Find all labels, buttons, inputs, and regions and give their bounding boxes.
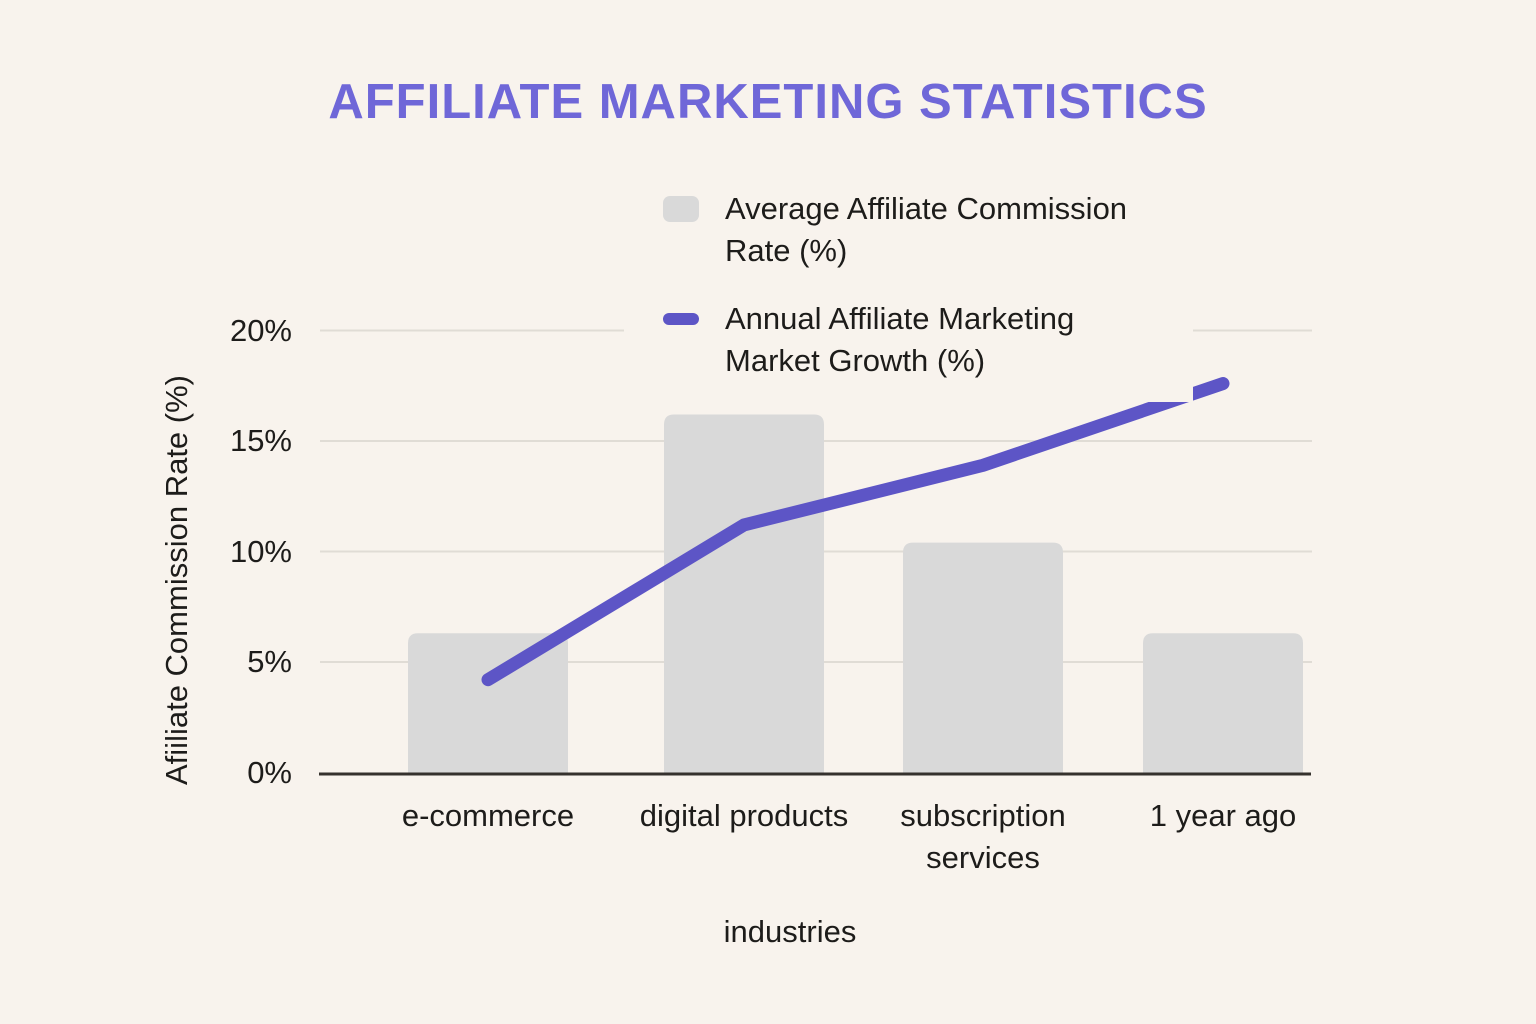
- chart-title: AFFILIATE MARKETING STATISTICS: [328, 75, 1208, 129]
- growth-line: [481, 377, 1230, 687]
- bar-digital products: [664, 414, 824, 773]
- x-category-label-2: digital products: [639, 798, 849, 833]
- y-tick-label-15: 15%: [229, 423, 292, 458]
- bar-1 year ago: [1143, 633, 1303, 773]
- legend-bar-label: Average Affiliate Commission Rate (%): [725, 191, 1128, 268]
- bar-series: [408, 414, 1303, 773]
- legend-line-swatch: [663, 313, 699, 325]
- legend-bar-swatch: [663, 196, 699, 222]
- legend-item-commission-rate: Average Affiliate Commission Rate (%): [663, 188, 1193, 272]
- y-tick-label-5: 5%: [247, 644, 292, 679]
- x-category-label-3: subscription services: [900, 798, 1066, 875]
- bar-e-commerce: [408, 633, 568, 773]
- legend-item-market-growth: Annual Affiliate Marketing Market Growth…: [663, 298, 1193, 382]
- legend: Average Affiliate Commission Rate (%) An…: [624, 170, 1193, 402]
- y-tick-label-10: 10%: [229, 533, 292, 569]
- line-series: [481, 377, 1230, 687]
- x-category-label-1: e-commerce: [401, 798, 575, 833]
- y-tick-label-0: 0%: [247, 754, 292, 790]
- y-axis-title: Afiiliate Commission Rate (%): [159, 375, 194, 785]
- y-tick-label-20: 20%: [229, 312, 292, 348]
- bar-subscription services: [903, 542, 1063, 773]
- x-axis-title: industries: [723, 914, 857, 949]
- x-category-label-4: 1 year ago: [1149, 798, 1297, 833]
- legend-line-label: Annual Affiliate Marketing Market Growth…: [725, 301, 1075, 378]
